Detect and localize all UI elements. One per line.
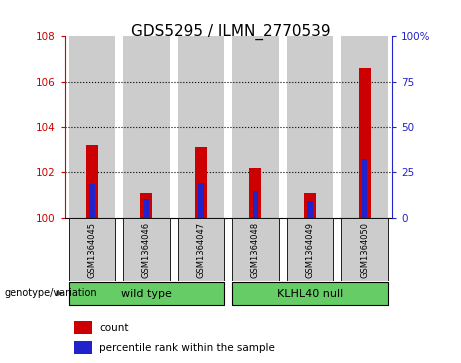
Text: GSM1364045: GSM1364045 (87, 221, 96, 278)
Text: GSM1364048: GSM1364048 (251, 221, 260, 278)
Bar (232, 282, 388, 305)
Bar (249, 168, 261, 218)
Bar (178, 36, 224, 218)
Bar (232, 218, 278, 281)
Bar (123, 36, 170, 218)
Text: GSM1364046: GSM1364046 (142, 221, 151, 278)
Bar (140, 193, 153, 218)
Bar (198, 183, 204, 218)
Text: KLHL40 null: KLHL40 null (277, 289, 343, 299)
Bar (342, 218, 388, 281)
Bar (89, 184, 95, 218)
Text: GDS5295 / ILMN_2770539: GDS5295 / ILMN_2770539 (130, 24, 331, 40)
Text: percentile rank within the sample: percentile rank within the sample (99, 343, 275, 352)
Bar (69, 36, 115, 218)
Text: GSM1364050: GSM1364050 (360, 221, 369, 278)
Bar (359, 68, 371, 218)
Bar (195, 147, 207, 218)
Bar (342, 36, 388, 218)
Bar (362, 159, 367, 218)
Bar (74, 321, 92, 334)
Bar (232, 36, 278, 218)
Bar (123, 218, 170, 281)
Bar (307, 201, 313, 218)
Text: wild type: wild type (121, 289, 172, 299)
Bar (74, 341, 92, 354)
Text: GSM1364049: GSM1364049 (306, 221, 314, 278)
Text: count: count (99, 323, 129, 333)
Bar (69, 218, 115, 281)
Bar (253, 191, 258, 218)
Text: GSM1364047: GSM1364047 (196, 221, 206, 278)
Text: genotype/variation: genotype/variation (5, 288, 97, 298)
Bar (287, 36, 333, 218)
Bar (69, 282, 224, 305)
Bar (144, 199, 149, 218)
Bar (178, 218, 224, 281)
Bar (287, 218, 333, 281)
Bar (86, 145, 98, 218)
Bar (304, 193, 316, 218)
